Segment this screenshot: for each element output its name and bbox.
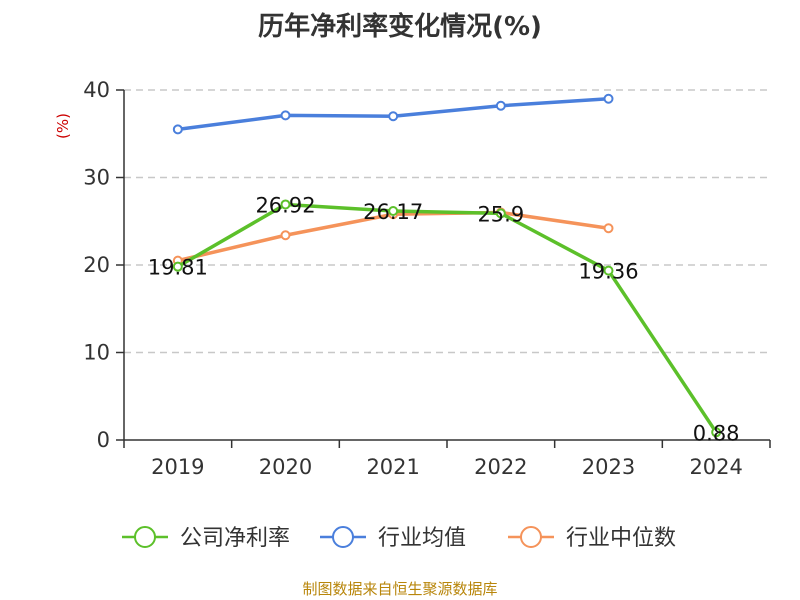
series-group — [172, 93, 722, 438]
chart-title: 历年净利率变化情况(%) — [258, 12, 542, 42]
legend: 公司净利率 行业均值 行业中位数 — [122, 526, 676, 551]
data-label: 0.88 — [693, 421, 740, 445]
data-point — [495, 208, 506, 219]
grid-lines — [124, 89, 770, 354]
y-tick-label: 40 — [83, 78, 110, 102]
y-tick-label: 0 — [97, 428, 110, 452]
data-point — [603, 265, 614, 276]
data-point — [172, 124, 183, 135]
data-point — [711, 427, 722, 438]
data-label: 19.81 — [148, 256, 208, 280]
y-tick-label: 10 — [83, 341, 110, 365]
data-point — [280, 199, 291, 210]
data-label: 25.9 — [477, 202, 524, 226]
legend-marker — [520, 526, 542, 548]
legend-label: 公司净利率 — [180, 526, 290, 551]
legend-label: 行业中位数 — [566, 526, 676, 551]
y-tick-label: 20 — [83, 253, 110, 277]
data-point — [280, 110, 291, 121]
x-tick-label: 2022 — [474, 455, 527, 479]
series-line-0 — [176, 202, 718, 434]
axes — [116, 89, 771, 448]
legend-marker — [134, 526, 156, 548]
y-tick-label: 30 — [83, 166, 110, 190]
x-tick-label: 2023 — [582, 455, 635, 479]
data-label: 19.36 — [578, 260, 638, 284]
data-labels: 19.81 26.92 26.17 25.9 19.36 0.88 — [148, 193, 740, 445]
data-label: 26.92 — [255, 193, 315, 217]
data-point — [388, 206, 399, 217]
data-point — [280, 230, 291, 241]
data-point — [172, 261, 183, 272]
data-label: 26.17 — [363, 200, 423, 224]
tick-labels: 0 10 20 30 40 2019 2020 2021 2022 2023 2024 — [83, 78, 743, 479]
data-point — [388, 111, 399, 122]
x-tick-label: 2020 — [259, 455, 312, 479]
data-point — [603, 93, 614, 104]
data-point — [495, 100, 506, 111]
data-point — [603, 223, 614, 234]
y-axis-label: (%) — [54, 113, 72, 139]
x-tick-label: 2021 — [366, 455, 419, 479]
x-tick-label: 2019 — [151, 455, 204, 479]
x-tick-label: 2024 — [689, 455, 742, 479]
source-note: 制图数据来自恒生聚源数据库 — [302, 580, 498, 598]
legend-marker — [332, 526, 354, 548]
legend-label: 行业均值 — [378, 526, 466, 551]
